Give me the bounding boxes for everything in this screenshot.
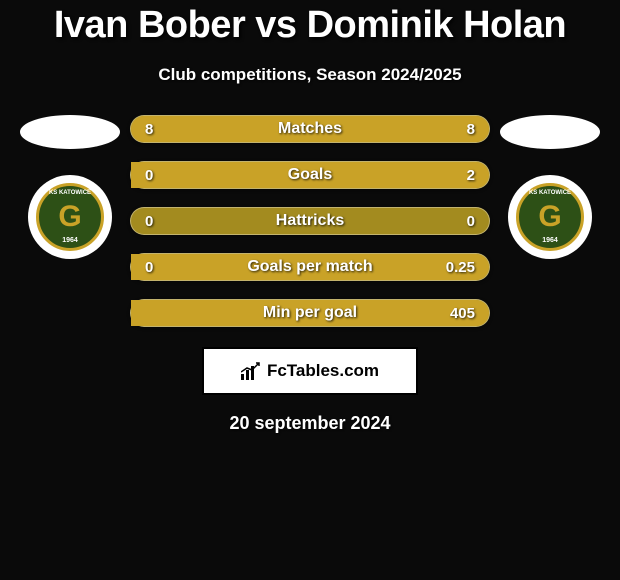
club-year-left: 1964 <box>39 237 101 244</box>
stat-label: Min per goal <box>263 304 357 322</box>
stat-value-left: 0 <box>145 259 181 276</box>
subtitle: Club competitions, Season 2024/2025 <box>0 65 620 85</box>
club-badge-left: KS KATOWICE G 1964 <box>28 175 112 259</box>
stats-bars: 8 Matches 8 0 Goals 2 0 Hattricks 0 0 Goals per ma… <box>130 115 490 327</box>
club-letter-left: G <box>58 200 81 234</box>
club-badge-inner-right: KS KATOWICE G 1964 <box>516 183 584 251</box>
stat-bar: 0 Hattricks 0 <box>130 207 490 235</box>
stat-label: Goals per match <box>247 258 372 276</box>
date-text: 20 september 2024 <box>0 413 620 434</box>
chart-icon <box>241 362 261 380</box>
club-badge-right: KS KATOWICE G 1964 <box>508 175 592 259</box>
club-letter-right: G <box>538 200 561 234</box>
page-title: Ivan Bober vs Dominik Holan <box>0 0 620 47</box>
stat-value-left: 0 <box>145 167 181 184</box>
club-top-text-right: KS KATOWICE <box>519 190 581 196</box>
stat-bar: 0 Goals per match 0.25 <box>130 253 490 281</box>
stat-value-right: 0 <box>439 213 475 230</box>
player-avatar-placeholder-left <box>20 115 120 149</box>
stat-value-right: 405 <box>439 305 475 322</box>
club-top-text-left: KS KATOWICE <box>39 190 101 196</box>
stat-bar: Min per goal 405 <box>130 299 490 327</box>
stat-label: Hattricks <box>276 212 344 230</box>
source-logo[interactable]: FcTables.com <box>202 347 418 395</box>
stat-label: Matches <box>278 120 342 138</box>
club-badge-inner-left: KS KATOWICE G 1964 <box>36 183 104 251</box>
left-player-col: KS KATOWICE G 1964 <box>10 115 130 259</box>
comparison-card: Ivan Bober vs Dominik Holan Club competi… <box>0 0 620 434</box>
main-area: KS KATOWICE G 1964 8 Matches 8 0 Goals 2 0 Hatt… <box>0 115 620 327</box>
club-year-right: 1964 <box>519 237 581 244</box>
player-avatar-placeholder-right <box>500 115 600 149</box>
stat-bar: 0 Goals 2 <box>130 161 490 189</box>
stat-value-right: 8 <box>439 121 475 138</box>
stat-value-right: 0.25 <box>439 259 475 276</box>
right-player-col: KS KATOWICE G 1964 <box>490 115 610 259</box>
stat-value-right: 2 <box>439 167 475 184</box>
stat-bar: 8 Matches 8 <box>130 115 490 143</box>
stat-value-left: 8 <box>145 121 181 138</box>
stat-label: Goals <box>288 166 332 184</box>
source-logo-text: FcTables.com <box>267 361 379 381</box>
stat-value-left: 0 <box>145 213 181 230</box>
